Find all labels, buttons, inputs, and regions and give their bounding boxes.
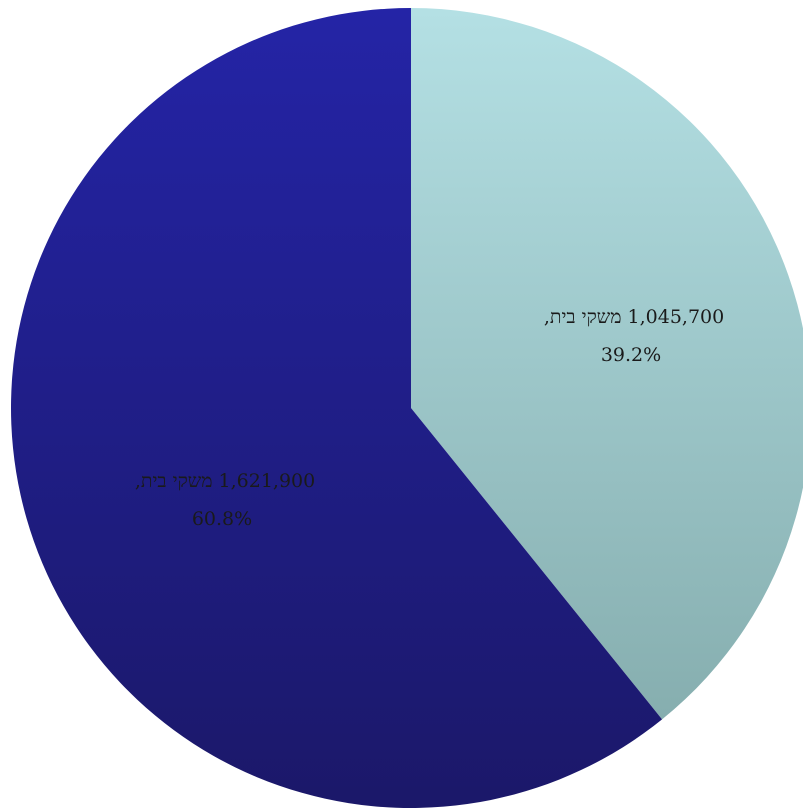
slice-label-light-line1: 1,045,700 משקי בית, [544, 306, 724, 328]
pie-slice-dark [10, 8, 663, 809]
slice-label-light-line2: 39.2% [601, 344, 661, 366]
slice-label-dark: 1,621,900 משקי בית, 60.8% [129, 470, 315, 530]
slice-label-dark-line1: 1,621,900 משקי בית, [135, 470, 315, 492]
pie-slices [10, 8, 803, 809]
pie-slice-light [411, 8, 803, 720]
slice-label-dark-line2: 60.8% [192, 508, 252, 530]
pie-labels: 1,045,700 משקי בית, 39.2% 1,621,900 משקי… [129, 306, 724, 530]
slice-label-light: 1,045,700 משקי בית, 39.2% [538, 306, 724, 366]
